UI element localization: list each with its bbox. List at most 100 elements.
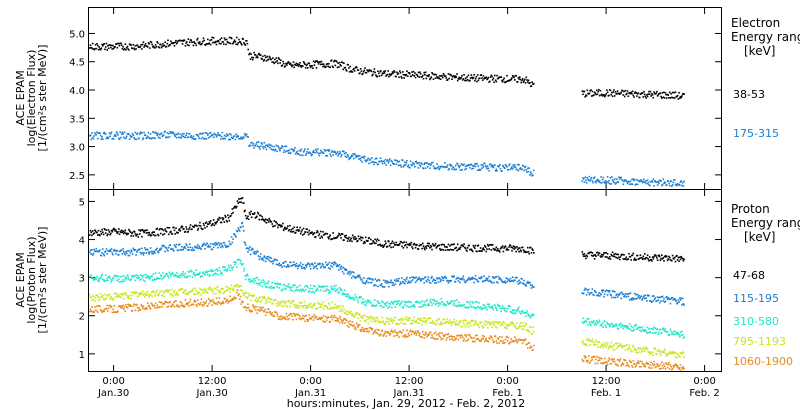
proton-point-115-195: [456, 277, 458, 280]
proton-point-310-580: [207, 273, 209, 276]
proton-point-795-1193: [94, 300, 96, 302]
electron-point-175-315: [511, 168, 514, 170]
proton-point-115-195: [650, 300, 652, 303]
proton-point-115-195: [184, 247, 187, 250]
proton-point-310-580: [655, 331, 657, 334]
electron-point-175-315: [304, 154, 307, 156]
electron-point-175-315: [229, 138, 232, 141]
proton-point-115-195: [387, 281, 389, 284]
proton-point-115-195: [306, 264, 308, 266]
proton-point-1060-1900: [179, 301, 182, 303]
electron-point-175-315: [119, 131, 121, 133]
proton-point-795-1193: [175, 294, 177, 296]
proton-point-310-580: [422, 305, 424, 308]
proton-point-795-1193: [302, 306, 304, 309]
electron-point-38-53: [276, 60, 278, 62]
electron-point-38-53: [481, 77, 483, 79]
proton-point-310-580: [140, 278, 142, 280]
proton-point-115-195: [121, 253, 124, 255]
proton-point-115-195: [217, 246, 219, 249]
electron-ytick-label: 3.5: [69, 114, 85, 125]
electron-point-175-315: [279, 149, 281, 152]
electron-point-175-315: [504, 163, 507, 166]
proton-point-115-195: [504, 282, 507, 284]
proton-point-115-195: [301, 267, 303, 270]
proton-point-310-580: [392, 303, 394, 305]
electron-point-175-315: [312, 151, 314, 153]
proton-point-115-195: [270, 257, 273, 259]
proton-point-115-195: [209, 246, 211, 248]
proton-point-47-68: [632, 252, 635, 255]
electron-point-175-315: [271, 145, 273, 148]
electron-point-175-315: [660, 180, 662, 182]
electron-point-175-315: [293, 149, 296, 151]
proton-point-47-68: [238, 198, 240, 200]
proton-point-115-195: [443, 277, 445, 279]
electron-point-175-315: [282, 146, 284, 148]
proton-point-310-580: [166, 273, 169, 276]
proton-point-115-195: [345, 269, 348, 271]
electron-point-175-315: [212, 136, 215, 138]
proton-point-47-68: [616, 253, 618, 256]
proton-point-115-195: [335, 263, 337, 265]
proton-point-47-68: [208, 221, 211, 223]
electron-point-38-53: [490, 74, 493, 77]
proton-point-47-68: [232, 211, 234, 214]
proton-point-310-580: [396, 303, 398, 306]
electron-point-38-53: [376, 75, 379, 78]
proton-point-115-195: [614, 296, 617, 299]
electron-point-38-53: [169, 43, 171, 46]
proton-point-795-1193: [464, 319, 466, 321]
proton-point-47-68: [133, 231, 136, 233]
proton-point-795-1193: [422, 317, 425, 319]
proton-point-795-1193: [363, 314, 365, 317]
proton-point-795-1193: [181, 288, 184, 290]
proton-point-795-1193: [133, 291, 136, 294]
proton-point-47-68: [451, 243, 454, 246]
proton-point-47-68: [282, 229, 285, 232]
electron-point-175-315: [407, 165, 409, 168]
electron-point-38-53: [135, 48, 137, 50]
electron-point-175-315: [582, 178, 585, 180]
proton-point-47-68: [279, 225, 282, 228]
proton-point-310-580: [98, 280, 100, 283]
proton-point-310-580: [317, 284, 320, 287]
electron-point-175-315: [272, 148, 275, 151]
proton-point-115-195: [593, 294, 595, 297]
electron-point-38-53: [373, 68, 376, 70]
proton-point-795-1193: [520, 325, 522, 328]
proton-point-47-68: [321, 236, 324, 239]
proton-point-47-68: [351, 240, 353, 243]
proton-point-47-68: [256, 215, 258, 218]
proton-point-795-1193: [200, 293, 203, 296]
proton-point-1060-1900: [295, 318, 298, 321]
proton-point-310-580: [673, 330, 676, 332]
proton-point-310-580: [199, 271, 201, 274]
proton-point-310-580: [247, 274, 249, 277]
electron-point-175-315: [521, 168, 523, 170]
proton-point-795-1193: [635, 351, 637, 354]
proton-point-795-1193: [154, 293, 157, 296]
proton-point-310-580: [471, 306, 473, 308]
electron-point-175-315: [406, 160, 408, 162]
proton-point-310-580: [486, 303, 489, 306]
proton-point-47-68: [448, 249, 450, 251]
electron-point-175-315: [181, 135, 183, 137]
proton-point-115-195: [312, 263, 314, 266]
proton-point-115-195: [473, 281, 475, 284]
electron-point-175-315: [668, 182, 670, 185]
proton-point-115-195: [682, 303, 685, 305]
electron-point-175-315: [387, 161, 390, 164]
proton-point-795-1193: [282, 305, 285, 308]
proton-point-310-580: [616, 325, 618, 327]
proton-point-115-195: [392, 282, 394, 284]
proton-point-795-1193: [91, 295, 94, 297]
proton-point-47-68: [498, 250, 500, 252]
proton-point-1060-1900: [238, 298, 241, 300]
proton-point-115-195: [153, 250, 156, 253]
electron-point-38-53: [405, 73, 408, 76]
electron-point-175-315: [436, 163, 438, 165]
proton-point-795-1193: [596, 340, 599, 343]
proton-point-310-580: [144, 276, 147, 279]
proton-point-115-195: [232, 238, 234, 240]
